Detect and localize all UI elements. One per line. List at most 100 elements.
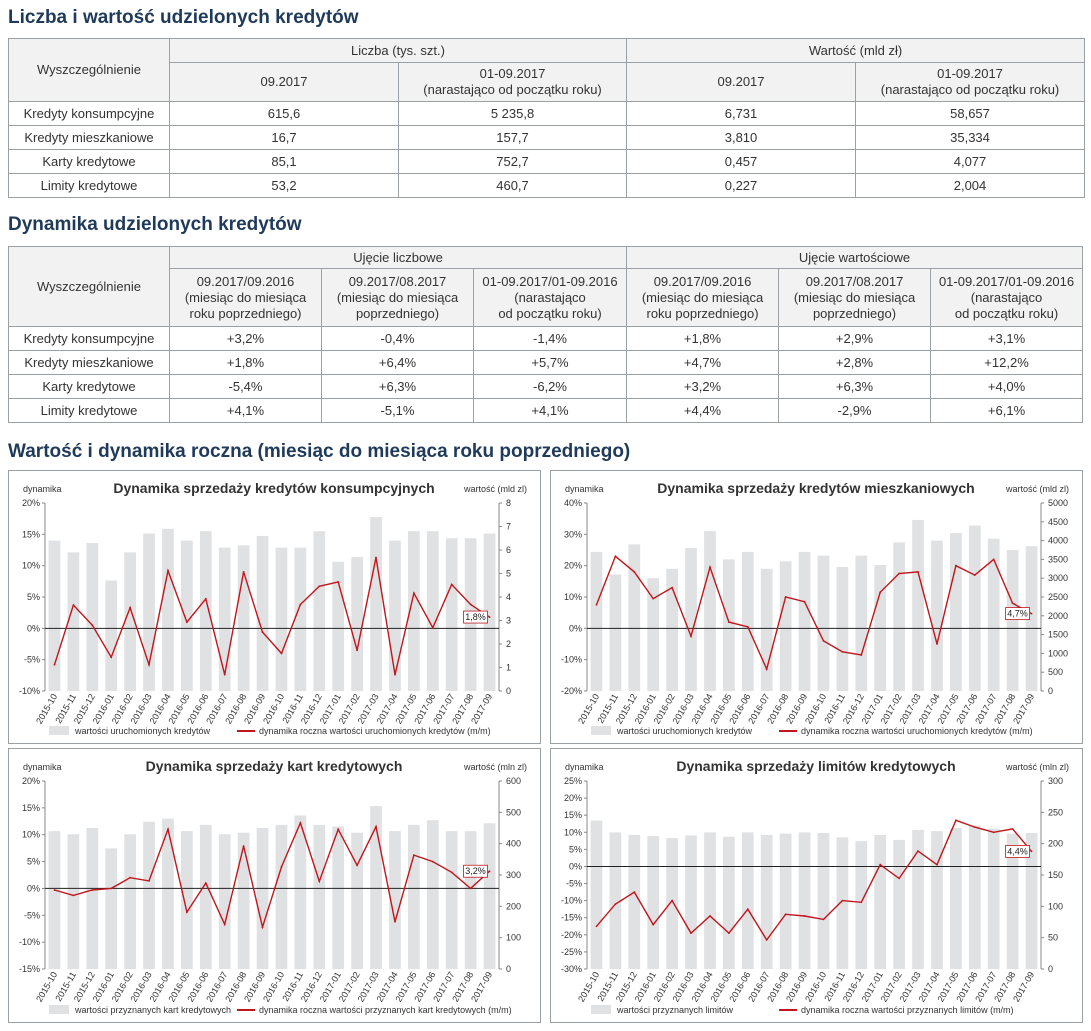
line-point <box>879 591 882 594</box>
chart-kredyty-mieszkaniowe: dynamika Dynamika sprzedaży kredytów mies… <box>550 470 1083 744</box>
annotation-box <box>1005 607 1030 621</box>
chart-title: Dynamika sprzedaży kredytów konsumpcyjny… <box>113 480 434 496</box>
header-sub-line: poprzedniego) <box>355 305 440 321</box>
line-point <box>728 932 730 934</box>
bar <box>218 834 231 969</box>
table-cell: 752,7 <box>397 149 628 174</box>
left-tick-label: 10% <box>564 827 582 837</box>
bar <box>237 545 250 691</box>
table-body-1: Kredyty konsumpcyjne 615,6 5 235,8 6,731 58,… <box>8 101 1086 198</box>
right-tick-label: 3 <box>506 616 511 626</box>
annotation-box <box>463 864 488 878</box>
bar <box>237 832 250 969</box>
bar <box>181 540 193 691</box>
right-tick-label: 7 <box>506 522 511 532</box>
line-point <box>746 625 749 628</box>
dynamics-line <box>53 557 490 675</box>
right-axis-label: wartość (mln zl) <box>463 762 527 772</box>
line-point <box>936 643 938 645</box>
bar <box>67 552 80 691</box>
annotation-label: 4,4% <box>1007 846 1028 856</box>
bar <box>628 544 641 691</box>
bar <box>931 831 943 969</box>
right-tick-label: 300 <box>506 870 521 880</box>
table-cell: 3,810 <box>626 125 857 150</box>
table-cell: 6,731 <box>626 101 857 126</box>
header-sub-note: (narastająco od początku roku) <box>880 82 1060 97</box>
legend-bar-label: wartości uruchomionych kredytów <box>616 726 753 736</box>
annotation-label: 1,8% <box>465 612 486 622</box>
bar <box>950 828 962 969</box>
bar <box>1006 833 1019 969</box>
right-tick-label: 300 <box>1048 776 1063 786</box>
bar <box>294 815 307 969</box>
line-point <box>356 864 358 867</box>
right-tick-label: 5 <box>506 569 511 579</box>
bar <box>987 828 1000 969</box>
right-tick-label: 3500 <box>1048 554 1068 564</box>
line-point <box>450 583 453 586</box>
bar <box>426 531 439 691</box>
bar <box>836 837 849 969</box>
line-point <box>955 819 957 822</box>
dynamics-cell: +6,3% <box>778 374 932 399</box>
dynamics-cell: +4,7% <box>626 350 780 375</box>
legend-bar-swatch <box>49 726 69 735</box>
table-cell: 53,2 <box>169 173 399 198</box>
line-point <box>936 863 938 866</box>
header-sub: 09.2017/08.2017 (miesiąc do miesiąca poprz… <box>321 268 474 327</box>
dynamics-cell: -5,1% <box>321 398 474 423</box>
right-tick-label: 0 <box>506 964 511 974</box>
bar <box>332 826 345 969</box>
right-tick-label: 200 <box>1048 839 1063 849</box>
bar <box>685 835 697 969</box>
line-point <box>394 673 396 676</box>
header-sub-line: 09.2017/08.2017 <box>348 273 447 289</box>
bar <box>666 838 678 969</box>
left-tick-label: -20% <box>561 686 582 696</box>
bar <box>256 535 269 691</box>
dynamics-cell: +3,2% <box>626 374 780 399</box>
dynamics-cell: -6,2% <box>472 374 628 399</box>
header-sub-line: roku poprzedniego) <box>646 305 759 321</box>
bar <box>86 542 99 691</box>
header-sub-label: 09.2017 <box>260 74 308 89</box>
header-wyszczegolnienie: Wyszczególnienie <box>8 246 170 327</box>
row-label: Karty kredytowe <box>8 374 170 399</box>
dynamics-cell: +3,2% <box>169 326 322 351</box>
left-tick-label: -10% <box>19 937 40 947</box>
line-point <box>242 571 245 573</box>
right-axis-label: wartość (mld zl) <box>1005 484 1069 494</box>
header-group-liczba: Liczba (tys. szt.) <box>168 38 628 63</box>
line-point <box>709 915 711 917</box>
left-tick-label: 15% <box>22 803 40 813</box>
table-row: Limity kredytowe +4,1% -5,1% +4,1% +4,4% -2,9… <box>8 398 1084 423</box>
line-point <box>822 918 825 921</box>
line-point <box>803 915 806 917</box>
bar <box>389 540 401 691</box>
dynamics-cell: +1,8% <box>626 326 780 351</box>
left-tick-label: 0% <box>27 883 40 893</box>
table-cell: 85,1 <box>169 149 399 174</box>
right-tick-label: 3000 <box>1048 573 1068 583</box>
chart-limity-kredytowe: dynamika Dynamika sprzedaży limitów kredy… <box>550 748 1083 1023</box>
right-tick-label: 2 <box>506 639 511 649</box>
right-tick-label: 1000 <box>1048 648 1068 658</box>
line-point <box>841 899 844 902</box>
header-sub-line: (narastająco <box>970 289 1043 305</box>
bar <box>912 519 924 691</box>
right-tick-label: 400 <box>506 839 521 849</box>
right-tick-label: 5000 <box>1048 498 1068 508</box>
line-point <box>784 596 787 598</box>
bar <box>294 547 307 691</box>
row-label: Kredyty konsumpcyjne <box>8 326 170 351</box>
dynamics-cell: +6,1% <box>930 398 1084 423</box>
bar <box>704 832 716 969</box>
bar <box>181 831 193 969</box>
line-point <box>223 923 226 926</box>
right-tick-label: 200 <box>506 901 521 911</box>
table-cell: 58,657 <box>855 101 1086 126</box>
line-point <box>337 828 340 831</box>
dynamics-cell: +4,1% <box>472 398 628 423</box>
bar <box>685 548 697 691</box>
